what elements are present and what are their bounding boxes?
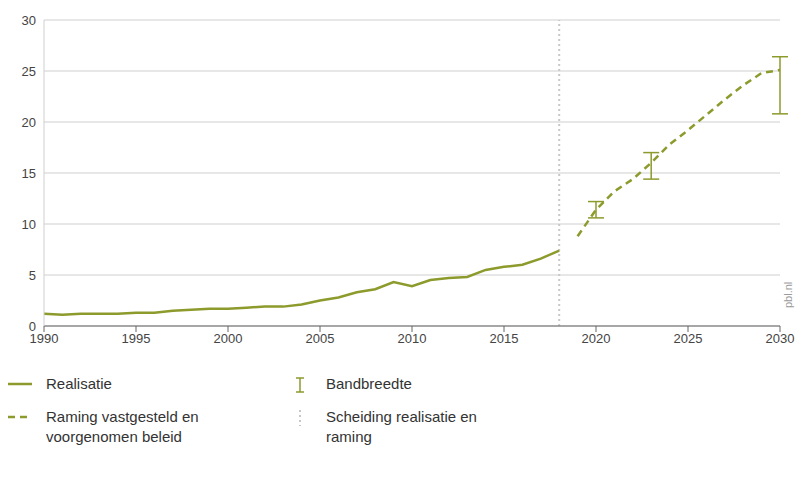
svg-text:1995: 1995 <box>122 331 151 346</box>
svg-text:2015: 2015 <box>490 331 519 346</box>
html-text:Bandbreedte: Bandbreedte <box>326 375 412 392</box>
svg-text:2030: 2030 <box>766 331 795 346</box>
html-text:Raming vastgesteld en voorgeno: Raming vastgesteld en voorgenomen beleid <box>46 408 199 445</box>
svg-text:25: 25 <box>22 64 36 79</box>
html-text:pbl.nl: pbl.nl <box>782 281 794 308</box>
svg-text:10: 10 <box>22 217 36 232</box>
svg-text:2000: 2000 <box>214 331 243 346</box>
svg-text:30: 30 <box>22 13 36 28</box>
svg-text:2020: 2020 <box>582 331 611 346</box>
svg-text:1990: 1990 <box>29 331 59 347</box>
svg-text:2025: 2025 <box>674 331 703 346</box>
html-text:Scheiding realisatie en raming: Scheiding realisatie en raming <box>326 408 477 445</box>
svg-text:5: 5 <box>29 268 36 283</box>
svg-text:2010: 2010 <box>398 331 427 346</box>
svg-text:2005: 2005 <box>306 331 335 346</box>
svg-text:15: 15 <box>22 166 36 181</box>
svg-text:20: 20 <box>22 115 36 130</box>
html-text:Realisatie: Realisatie <box>46 375 112 392</box>
svg-text:0: 0 <box>29 319 36 334</box>
